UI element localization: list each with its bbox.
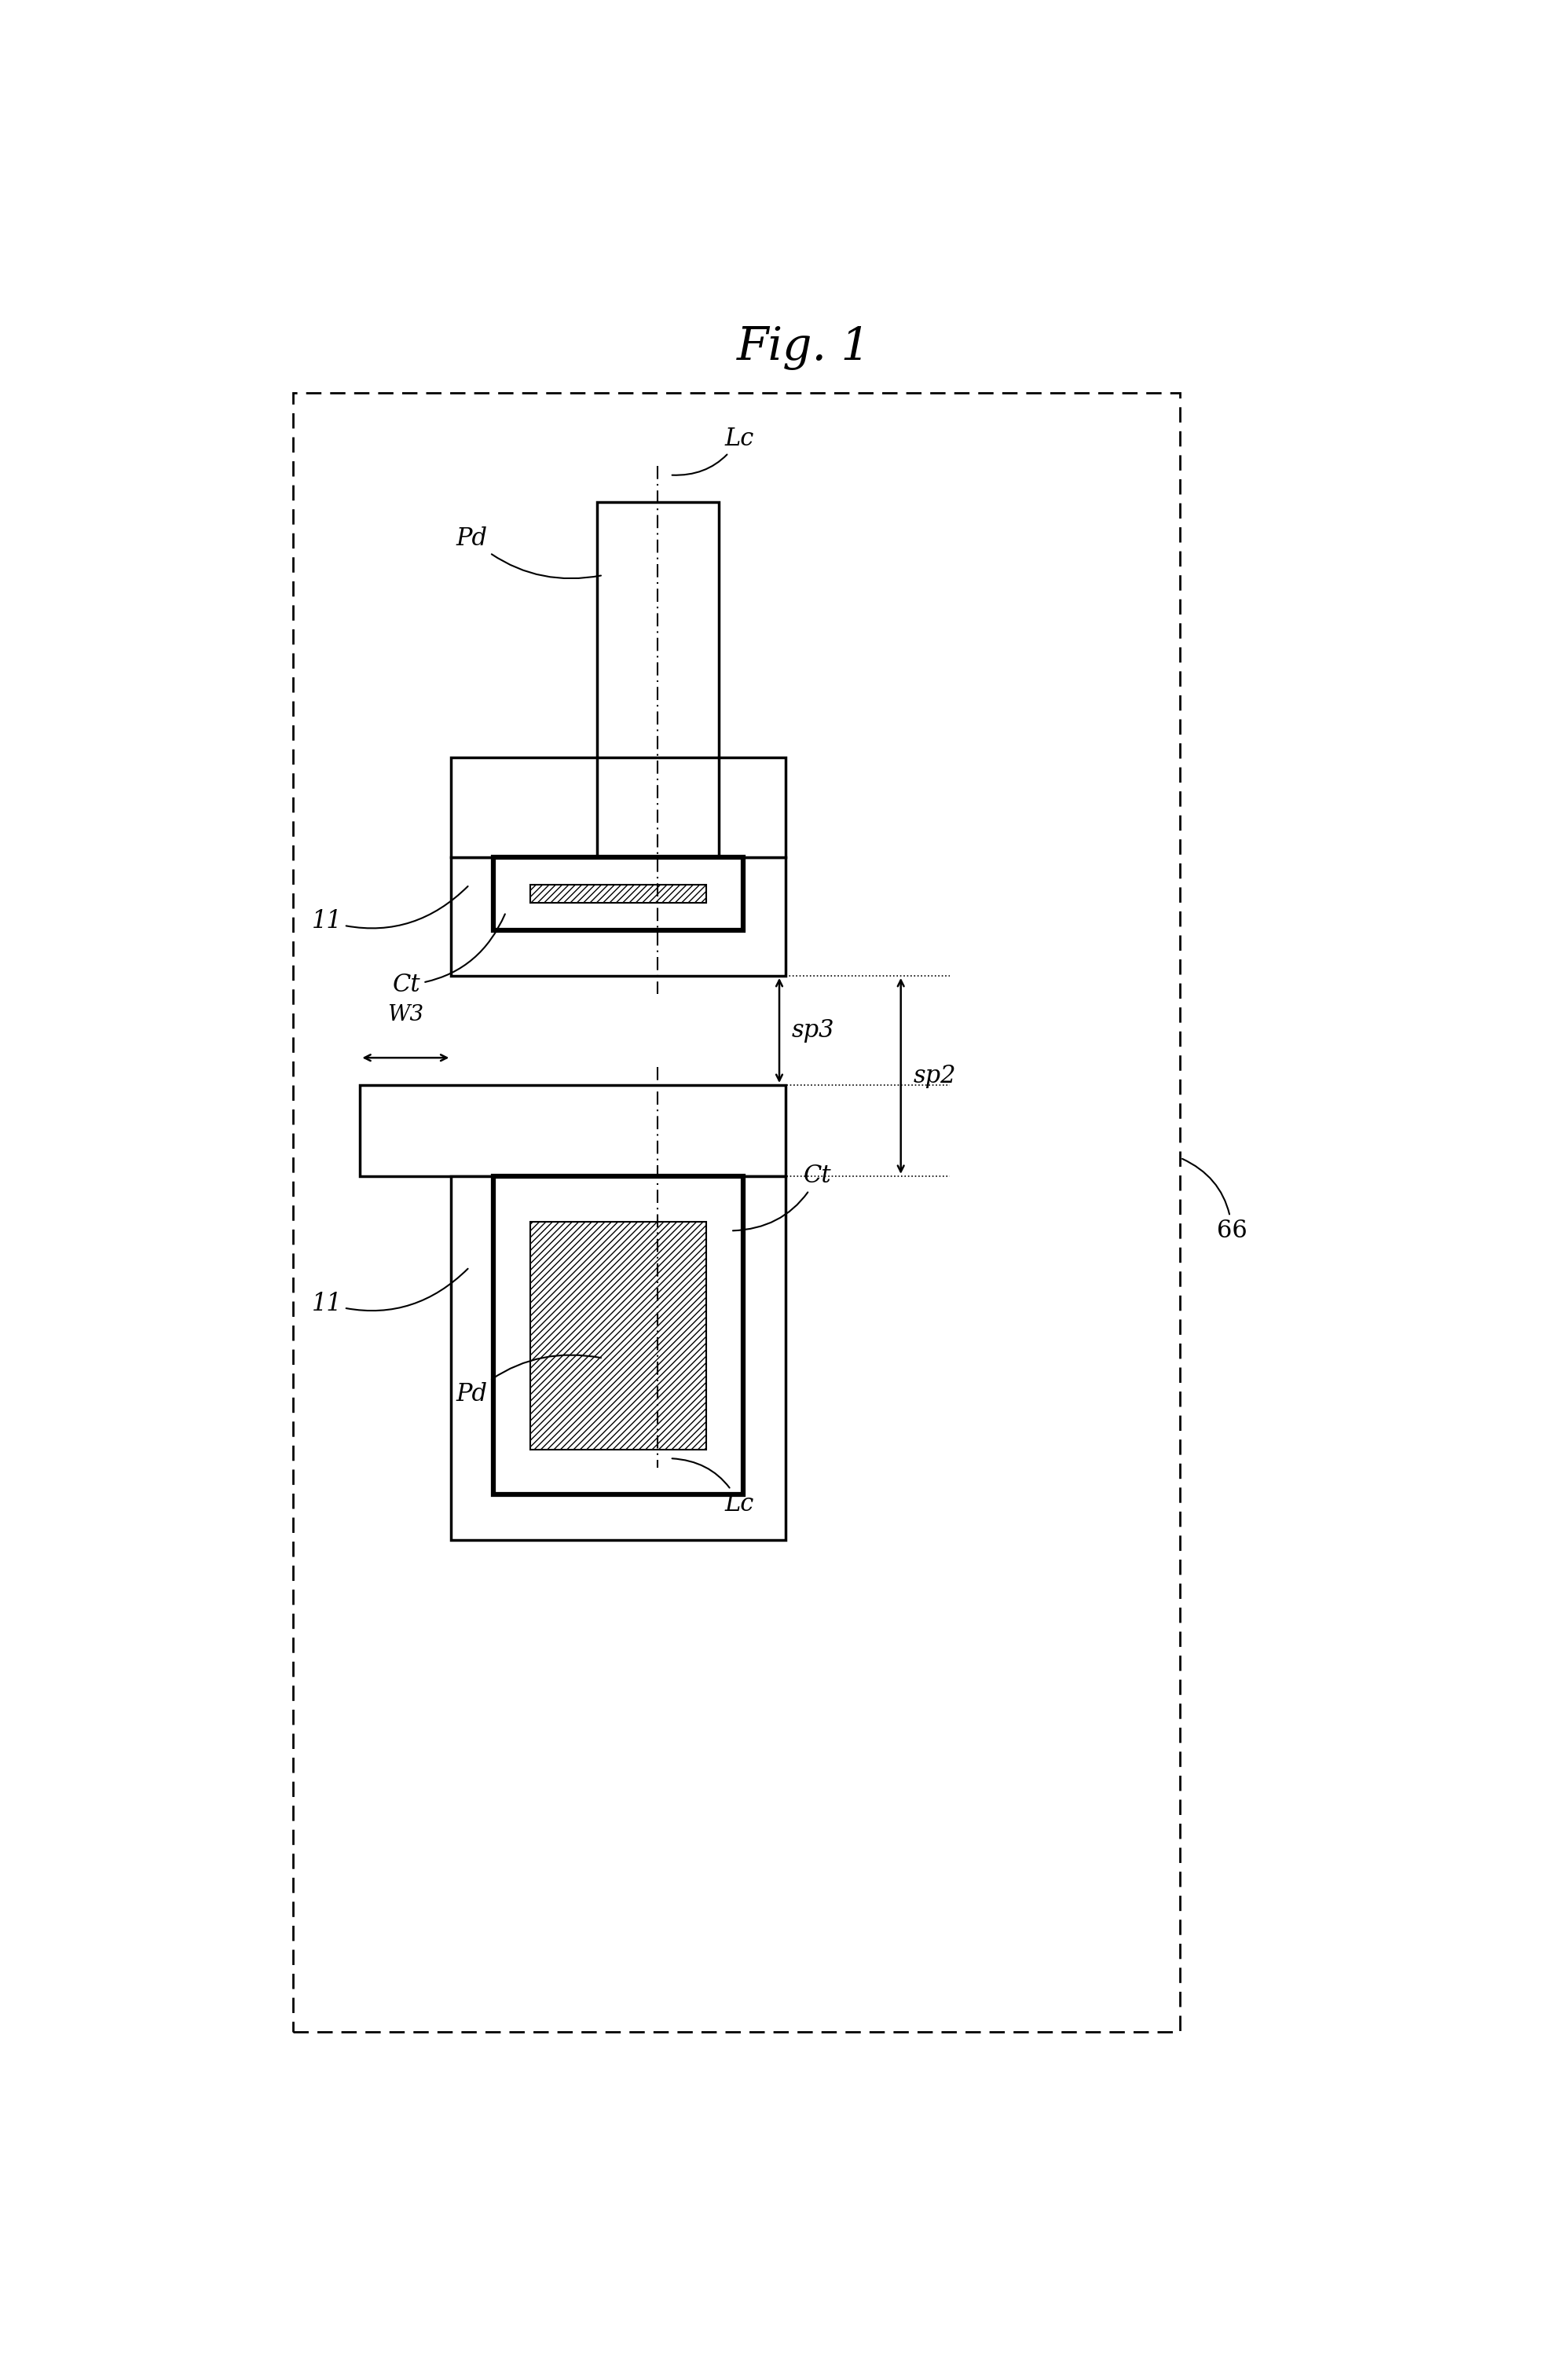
Bar: [361, 1086, 786, 1175]
Bar: [597, 501, 718, 757]
Bar: [494, 1175, 743, 1495]
Text: 11: 11: [312, 1268, 467, 1315]
Bar: [597, 1175, 718, 1431]
Text: sp2: sp2: [913, 1064, 956, 1088]
Bar: [494, 858, 743, 929]
Text: sp3: sp3: [792, 1019, 834, 1043]
Text: W3: W3: [387, 1003, 423, 1024]
Bar: [530, 885, 706, 903]
Bar: [718, 757, 786, 858]
Text: 66: 66: [1182, 1159, 1247, 1244]
Text: Fig. 1: Fig. 1: [737, 326, 870, 369]
Text: Lc: Lc: [673, 1459, 754, 1516]
Text: 11: 11: [312, 887, 467, 934]
Text: Ct: Ct: [394, 915, 505, 998]
Bar: [452, 757, 597, 858]
Text: Pd: Pd: [456, 527, 601, 579]
Bar: [293, 393, 1181, 2032]
Text: Lc: Lc: [673, 426, 754, 475]
Bar: [597, 1175, 718, 1431]
Bar: [452, 1175, 786, 1540]
Bar: [452, 858, 786, 977]
Text: Pd: Pd: [456, 1355, 601, 1407]
Bar: [597, 501, 718, 757]
Bar: [530, 1223, 706, 1450]
Text: Ct: Ct: [732, 1164, 831, 1230]
